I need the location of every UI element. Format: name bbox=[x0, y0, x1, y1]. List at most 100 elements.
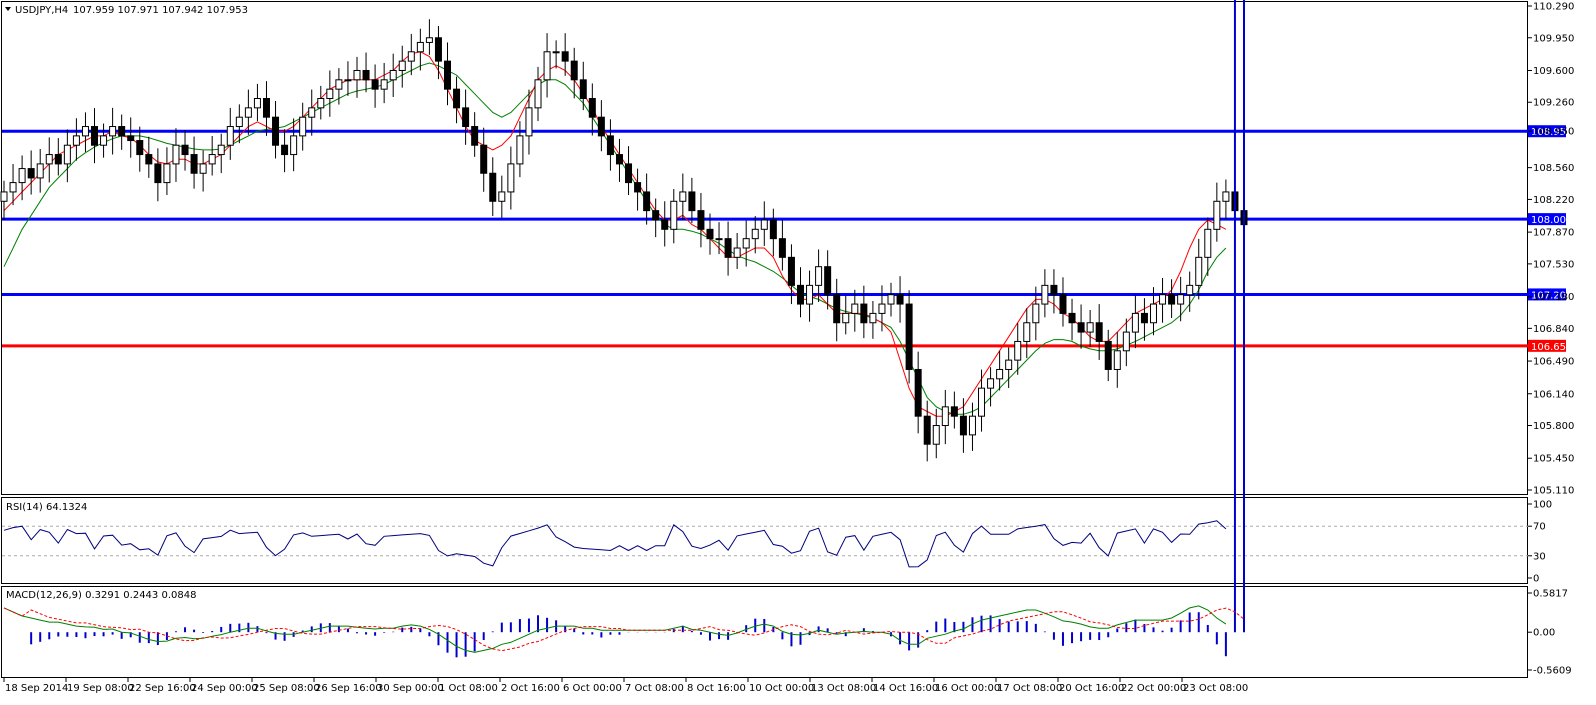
time-tick-label: 18 Sep 2014 bbox=[5, 683, 68, 694]
candle-bull bbox=[815, 266, 823, 286]
time-tick-label: 7 Oct 08:00 bbox=[625, 683, 684, 694]
candle-bear bbox=[480, 144, 488, 174]
candle-bull bbox=[172, 144, 180, 165]
candle-bull bbox=[525, 107, 533, 137]
candle-bull bbox=[932, 425, 940, 445]
rsi-panel: 100 70 30 0 bbox=[2, 500, 1552, 585]
candle-bull bbox=[996, 368, 1004, 380]
candle-bear bbox=[787, 256, 795, 286]
candle-bull bbox=[1204, 228, 1212, 258]
rsi-tick-label: 30 bbox=[1533, 551, 1546, 562]
price-tick-label: 105.450 bbox=[1533, 454, 1574, 465]
candle-bull bbox=[317, 98, 325, 109]
candle-bear bbox=[652, 210, 660, 221]
price-tick-label: 108.220 bbox=[1533, 195, 1574, 206]
candle-bear bbox=[489, 172, 497, 202]
candle-bear bbox=[471, 126, 479, 146]
candle-bear bbox=[1140, 312, 1148, 324]
price-tick-label: 108.950 bbox=[1533, 127, 1574, 138]
price-tick-label: 110.290 bbox=[1533, 2, 1574, 13]
candle-bull bbox=[45, 154, 53, 165]
candle-bull bbox=[1213, 200, 1221, 230]
candle-bear bbox=[778, 238, 786, 258]
candle-bear bbox=[1095, 322, 1103, 342]
candle-bull bbox=[887, 294, 895, 305]
candle-bear bbox=[127, 135, 135, 142]
candle-bear bbox=[434, 37, 442, 62]
sma-slow-line bbox=[3, 62, 1227, 415]
candle-bull bbox=[100, 135, 108, 146]
candle-bull bbox=[380, 79, 388, 90]
candle-bull bbox=[851, 303, 859, 314]
rsi-tick-label: 70 bbox=[1533, 522, 1546, 533]
candle-bull bbox=[217, 144, 225, 156]
candle-bull bbox=[290, 135, 298, 156]
rsi-tick-label: 0 bbox=[1533, 574, 1539, 585]
candle-bear bbox=[154, 163, 162, 184]
candle-bull bbox=[760, 219, 768, 230]
candle-bear bbox=[959, 415, 967, 436]
candle-bull bbox=[425, 37, 433, 43]
candle-bear bbox=[597, 116, 605, 137]
level-tag-label: 106.653 bbox=[1531, 342, 1572, 353]
candle-bear bbox=[860, 303, 868, 324]
candle-bull bbox=[299, 116, 307, 137]
candle-bear bbox=[796, 284, 804, 305]
price-tick-label: 109.600 bbox=[1533, 66, 1574, 77]
candle-bull bbox=[1159, 294, 1167, 305]
candle-bull bbox=[389, 69, 397, 81]
candle-bear bbox=[561, 51, 569, 62]
candle-bull bbox=[715, 238, 723, 241]
price-tick-label: 109.950 bbox=[1533, 33, 1574, 44]
time-tick-label: 26 Sep 16:00 bbox=[315, 683, 382, 694]
ohlc-readout: 107.959 107.971 107.942 107.953 bbox=[73, 5, 248, 16]
candle-bear bbox=[697, 210, 705, 230]
candle-bear bbox=[634, 182, 642, 193]
symbol-label: USDJPY,H4 bbox=[15, 5, 68, 16]
candle-bull bbox=[416, 41, 424, 53]
candle-bull bbox=[751, 228, 759, 240]
macd-title: MACD(12,26,9) 0.3291 0.2443 0.0848 bbox=[6, 590, 196, 601]
candle-bear bbox=[923, 415, 931, 445]
candle-bull bbox=[552, 51, 560, 54]
level-tag bbox=[1528, 339, 1566, 352]
candle-bull bbox=[1186, 284, 1194, 296]
candle-bull bbox=[1122, 331, 1130, 352]
time-tick-label: 14 Oct 16:00 bbox=[873, 683, 938, 694]
time-tick-label: 30 Sep 00:00 bbox=[377, 683, 444, 694]
candle-bull bbox=[507, 163, 515, 193]
candle-bear bbox=[54, 154, 62, 165]
candle-bull bbox=[670, 200, 678, 230]
candle-bull bbox=[308, 107, 316, 118]
candle-bull bbox=[226, 126, 234, 146]
time-tick-label: 20 Oct 16:00 bbox=[1059, 683, 1124, 694]
candle-bull bbox=[978, 387, 986, 417]
time-tick-label: 10 Oct 00:00 bbox=[749, 683, 814, 694]
candle-bull bbox=[18, 168, 26, 184]
candle-bull bbox=[742, 238, 750, 249]
rsi-line bbox=[3, 520, 1227, 568]
candle-bull bbox=[199, 163, 207, 174]
time-tick-label: 19 Sep 08:00 bbox=[67, 683, 134, 694]
candle-bear bbox=[950, 406, 958, 417]
time-tick-label: 24 Sep 00:00 bbox=[191, 683, 258, 694]
time-tick-label: 22 Oct 00:00 bbox=[1121, 683, 1186, 694]
candle-bull bbox=[516, 135, 524, 165]
candle-bull bbox=[0, 191, 8, 202]
candle-bull bbox=[1177, 294, 1185, 305]
candle-bull bbox=[109, 126, 117, 137]
level-tag-label: 108.950 bbox=[1531, 127, 1572, 138]
candle-bear bbox=[688, 191, 696, 212]
candle-bear bbox=[362, 69, 370, 81]
candle-bull bbox=[733, 247, 741, 258]
candle-bull bbox=[498, 191, 506, 202]
dropdown-triangle-icon[interactable] bbox=[5, 7, 11, 11]
price-tick-label: 106.490 bbox=[1533, 357, 1574, 368]
price-tick-label: 106.840 bbox=[1533, 324, 1574, 335]
candle-bull bbox=[235, 116, 243, 128]
candle-bull bbox=[1131, 312, 1139, 333]
price-tick-label: 107.870 bbox=[1533, 228, 1574, 239]
price-tick-label: 109.260 bbox=[1533, 98, 1574, 109]
